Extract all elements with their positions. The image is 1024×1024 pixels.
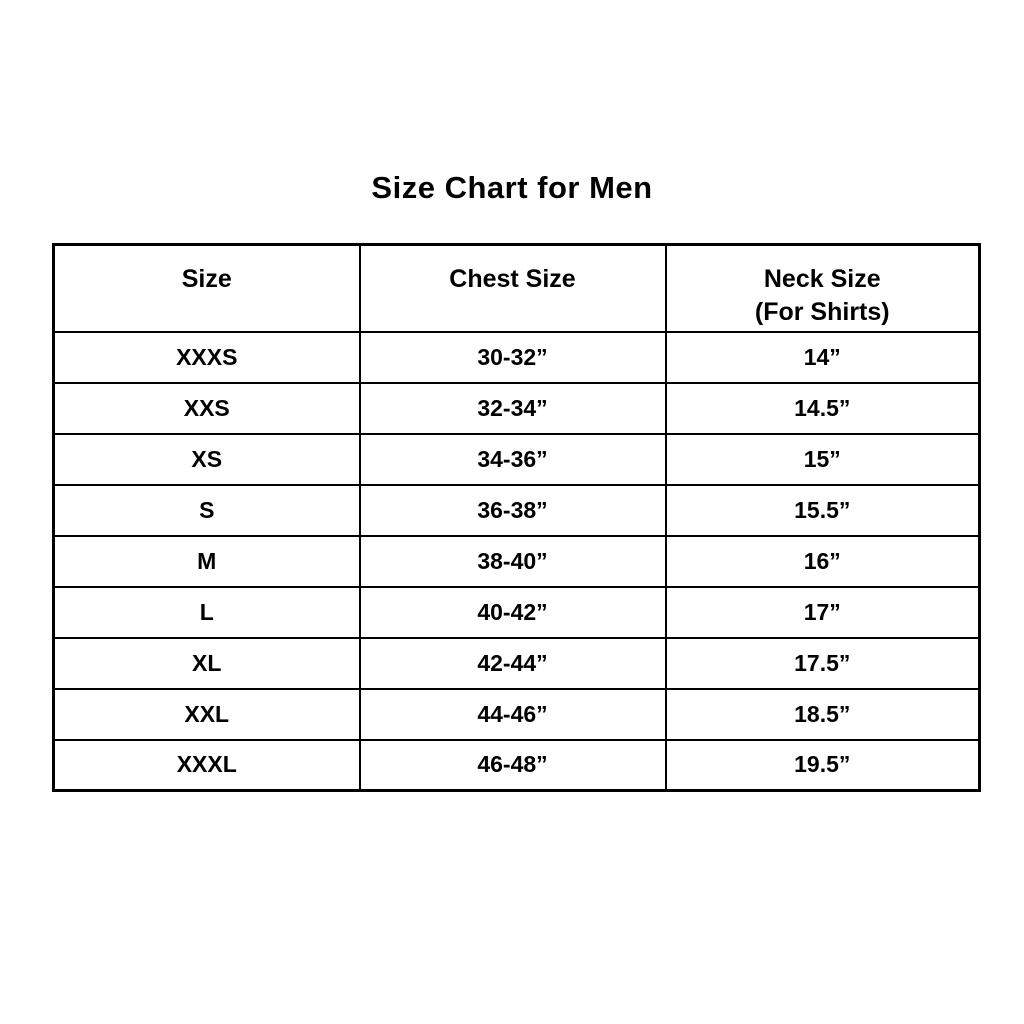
column-header-neck-size: Neck Size (For Shirts) <box>664 243 981 333</box>
chest-size-cell: 46-48” <box>358 738 667 792</box>
chest-size-cell: 34-36” <box>358 432 667 486</box>
table-row: XXXL 46-48” 19.5” <box>52 738 981 792</box>
table-row: XL 42-44” 17.5” <box>52 636 981 690</box>
neck-size-cell: 18.5” <box>664 687 981 741</box>
chest-size-cell: 42-44” <box>358 636 667 690</box>
header-row: Size Chest Size Neck Size (For Shirts) <box>52 243 981 333</box>
chest-size-cell: 40-42” <box>358 585 667 639</box>
neck-size-cell: 16” <box>664 534 981 588</box>
table-row: XS 34-36” 15” <box>52 432 981 486</box>
chest-size-cell: 36-38” <box>358 483 667 537</box>
size-cell: XS <box>52 432 361 486</box>
size-cell: S <box>52 483 361 537</box>
neck-size-header-line1: Neck Size <box>763 265 881 293</box>
chest-size-cell: 44-46” <box>358 687 667 741</box>
table-row: M 38-40” 16” <box>52 534 981 588</box>
size-cell: XXL <box>52 687 361 741</box>
chest-size-cell: 38-40” <box>358 534 667 588</box>
neck-size-cell: 15.5” <box>664 483 981 537</box>
size-cell: XXXS <box>52 330 361 384</box>
table-row: L 40-42” 17” <box>52 585 981 639</box>
neck-size-cell: 17” <box>664 585 981 639</box>
table-header: Size Chest Size Neck Size (For Shirts) <box>52 243 981 333</box>
column-header-size: Size <box>52 243 361 333</box>
neck-size-cell: 15” <box>664 432 981 486</box>
neck-size-cell: 17.5” <box>664 636 981 690</box>
size-cell: XXXL <box>52 738 361 792</box>
size-cell: M <box>52 534 361 588</box>
table-row: XXXS 30-32” 14” <box>52 330 981 384</box>
table-row: XXL 44-46” 18.5” <box>52 687 981 741</box>
size-chart-table: Size Chest Size Neck Size (For Shirts) XX… <box>52 243 981 792</box>
size-cell: XXS <box>52 381 361 435</box>
table-body: XXXS 30-32” 14” XXS 32-34” 14.5” XS 34-3… <box>52 330 981 792</box>
neck-size-cell: 14.5” <box>664 381 981 435</box>
neck-size-header-line2: (For Shirts) <box>754 297 890 326</box>
column-header-chest-size: Chest Size <box>358 243 667 333</box>
chest-size-cell: 32-34” <box>358 381 667 435</box>
size-cell: XL <box>52 636 361 690</box>
table-row: S 36-38” 15.5” <box>52 483 981 537</box>
size-cell: L <box>52 585 361 639</box>
chest-size-cell: 30-32” <box>358 330 667 384</box>
neck-size-cell: 19.5” <box>664 738 981 792</box>
page-title: Size Chart for Men <box>371 170 653 205</box>
table-row: XXS 32-34” 14.5” <box>52 381 981 435</box>
neck-size-cell: 14” <box>664 330 981 384</box>
